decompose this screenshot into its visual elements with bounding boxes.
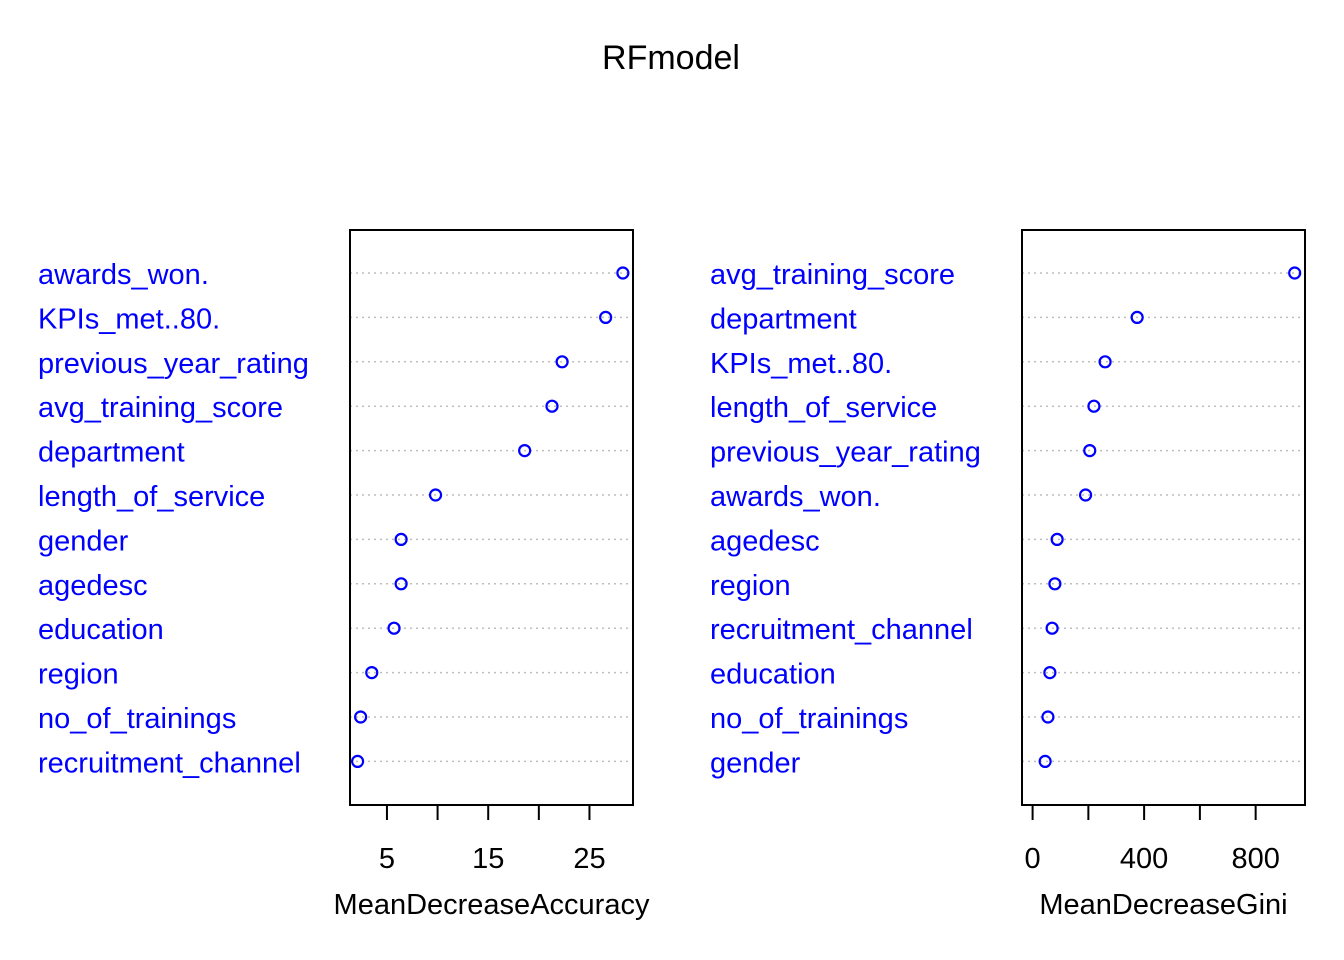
gini-plot-frame (1021, 229, 1306, 806)
gini-point (1050, 532, 1064, 547)
accuracy-point (394, 532, 408, 547)
gini-category-label: no_of_trainings (710, 703, 908, 735)
accuracy-x-tick-label: 15 (472, 843, 504, 875)
accuracy-point (545, 399, 559, 413)
gini-category-label: gender (710, 747, 801, 779)
gini-point (1041, 710, 1055, 724)
accuracy-point (365, 665, 379, 680)
gini-category-label: length_of_service (710, 392, 937, 424)
accuracy-point (428, 488, 443, 502)
gini-point (1288, 266, 1302, 280)
gini-point (1045, 621, 1059, 635)
gini-category-label: previous_year_rating (710, 437, 981, 469)
gini-category-label: agedesc (710, 525, 820, 557)
accuracy-plot-frame (349, 229, 634, 806)
accuracy-category-label: KPIs_met..80. (38, 303, 220, 335)
accuracy-x-axis-label: MeanDecreaseAccuracy (334, 889, 650, 921)
accuracy-category-label: avg_training_score (38, 392, 283, 424)
accuracy-category-label: no_of_trainings (38, 703, 236, 735)
gini-category-label: KPIs_met..80. (710, 348, 892, 380)
accuracy-x-tick-label: 25 (573, 843, 605, 875)
gini-category-label: avg_training_score (710, 259, 955, 291)
accuracy-point (555, 355, 569, 369)
accuracy-panel: awards_won. KPIs_met..80. previous_year_ra… (38, 229, 650, 921)
gini-point (1083, 444, 1097, 458)
accuracy-point (616, 266, 630, 280)
accuracy-category-label: agedesc (38, 570, 148, 602)
gini-category-label: department (710, 303, 857, 335)
gini-x-axis-label: MeanDecreaseGini (1039, 889, 1287, 921)
accuracy-category-label: region (38, 659, 119, 691)
gini-point (1098, 355, 1112, 369)
accuracy-point (354, 710, 368, 724)
gini-x-tick-label: 400 (1120, 843, 1168, 875)
accuracy-point (350, 754, 365, 769)
accuracy-point (599, 310, 613, 324)
accuracy-category-label: gender (38, 525, 129, 557)
gini-point (1043, 665, 1057, 680)
accuracy-category-label: awards_won. (38, 259, 209, 291)
accuracy-category-label: length_of_service (38, 481, 265, 513)
gini-point (1078, 488, 1093, 502)
gini-x-tick-label: 800 (1231, 843, 1279, 875)
accuracy-x-tick-label: 5 (379, 843, 395, 875)
accuracy-point (394, 577, 408, 591)
accuracy-category-label: department (38, 437, 185, 469)
chart-title: RFmodel (602, 39, 740, 77)
gini-point (1087, 399, 1101, 413)
accuracy-point (387, 621, 401, 635)
accuracy-category-label: previous_year_rating (38, 348, 309, 380)
gini-category-label: region (710, 570, 791, 602)
gini-point (1130, 310, 1144, 324)
accuracy-category-label: recruitment_channel (38, 747, 301, 779)
gini-category-label: education (710, 659, 836, 691)
gini-category-label: awards_won. (710, 481, 881, 513)
accuracy-category-label: education (38, 614, 164, 646)
gini-point (1048, 577, 1062, 591)
gini-x-tick-label: 0 (1025, 843, 1041, 875)
accuracy-point (518, 444, 532, 458)
gini-point (1038, 754, 1052, 769)
gini-panel: avg_training_score department KPIs_met..80… (710, 229, 1306, 921)
gini-category-label: recruitment_channel (710, 614, 973, 646)
